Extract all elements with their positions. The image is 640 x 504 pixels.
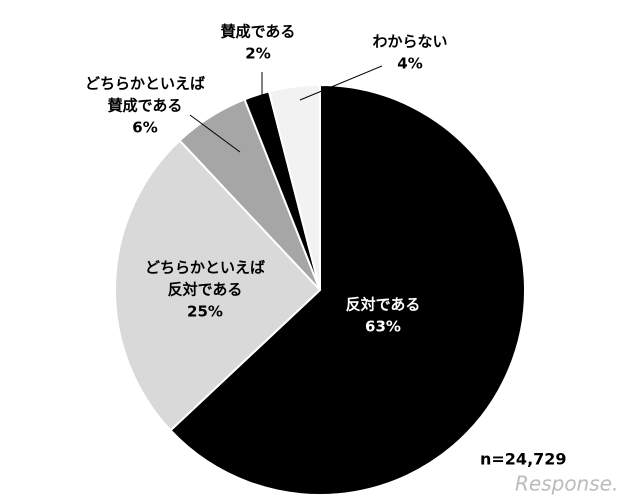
pie-slice [114, 139, 322, 432]
slice-label: 反対である [168, 281, 243, 299]
value-label: 4% [397, 55, 422, 73]
value-label: 2% [245, 45, 270, 63]
pie-slice [169, 83, 526, 496]
value-label: 6% [132, 119, 157, 137]
value-label: 25% [187, 303, 223, 321]
pie-slice [267, 83, 321, 291]
leader-line [189, 114, 241, 153]
slice-label: 賛成である [108, 97, 183, 115]
slice-label: わからない [372, 33, 447, 51]
slice-label: どちらかといえば [145, 259, 265, 277]
slice-label: どちらかといえば [85, 75, 205, 93]
sample-size: n=24,729 [480, 450, 567, 469]
watermark: Response. [515, 472, 618, 496]
slice-label: 賛成である [221, 23, 296, 41]
leader-line [299, 65, 383, 101]
slice-label: 反対である [346, 296, 421, 314]
value-label: 63% [365, 318, 401, 336]
